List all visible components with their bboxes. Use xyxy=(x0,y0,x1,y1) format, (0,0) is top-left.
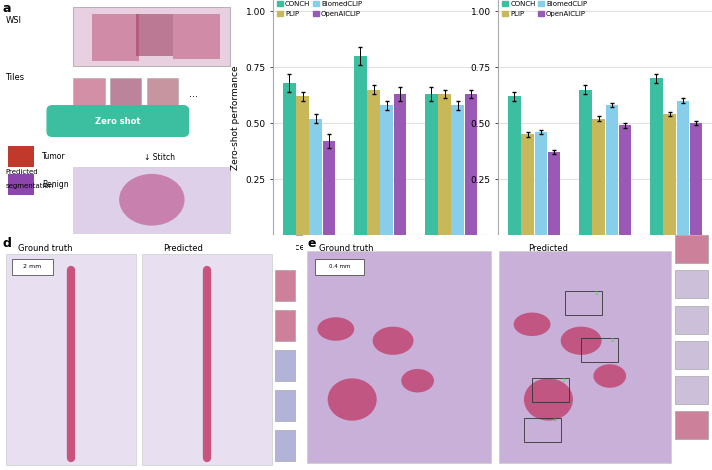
Ellipse shape xyxy=(119,174,184,226)
Ellipse shape xyxy=(513,313,550,336)
Text: e: e xyxy=(307,237,315,251)
Text: Zero shot: Zero shot xyxy=(95,117,140,125)
Text: 0.4 mm: 0.4 mm xyxy=(329,264,351,269)
Bar xyxy=(425,94,438,235)
Bar xyxy=(664,114,676,235)
Text: Predicted: Predicted xyxy=(528,244,568,253)
Text: ...: ... xyxy=(189,89,197,99)
Bar xyxy=(380,105,393,235)
Bar xyxy=(675,411,708,439)
Bar xyxy=(592,118,605,235)
Bar xyxy=(92,14,139,61)
Bar xyxy=(676,101,689,235)
Bar xyxy=(136,14,173,56)
Bar xyxy=(675,235,708,263)
Text: Benign: Benign xyxy=(42,180,68,189)
Bar xyxy=(8,174,34,195)
Ellipse shape xyxy=(372,327,414,355)
Bar xyxy=(73,7,231,66)
Bar xyxy=(675,341,708,369)
Bar xyxy=(283,83,295,235)
Bar xyxy=(439,94,451,235)
Bar xyxy=(581,338,618,362)
Bar xyxy=(8,146,34,167)
Bar xyxy=(394,94,407,235)
Bar xyxy=(675,306,708,334)
Bar xyxy=(675,376,708,404)
Text: Tiles: Tiles xyxy=(5,73,24,82)
Ellipse shape xyxy=(328,378,377,421)
Bar xyxy=(535,132,547,235)
Text: Predicted: Predicted xyxy=(163,244,203,253)
Text: 4: 4 xyxy=(553,418,557,423)
Bar xyxy=(276,350,295,381)
Legend: CONCH, PLIP, BiomedCLIP, OpenAICLIP: CONCH, PLIP, BiomedCLIP, OpenAICLIP xyxy=(277,1,362,16)
Ellipse shape xyxy=(593,364,626,388)
Bar xyxy=(532,378,569,402)
Bar xyxy=(579,89,592,235)
Bar xyxy=(296,96,309,235)
Bar xyxy=(605,105,618,235)
Bar xyxy=(524,418,561,442)
FancyBboxPatch shape xyxy=(47,106,189,136)
Text: Predicted: Predicted xyxy=(5,169,38,175)
Ellipse shape xyxy=(561,327,602,355)
Text: d: d xyxy=(3,237,12,251)
Bar xyxy=(6,254,136,465)
Bar xyxy=(548,152,560,235)
Bar xyxy=(465,94,477,235)
Bar xyxy=(565,291,602,315)
Text: 1: 1 xyxy=(594,291,597,297)
Bar xyxy=(73,78,105,106)
Legend: CONCH, PLIP, BiomedCLIP, OpenAICLIP: CONCH, PLIP, BiomedCLIP, OpenAICLIP xyxy=(502,1,587,16)
Bar xyxy=(650,78,663,235)
Bar xyxy=(508,96,520,235)
Bar xyxy=(73,167,231,233)
Bar xyxy=(521,134,534,235)
Text: Tumor: Tumor xyxy=(42,152,66,161)
Bar xyxy=(147,78,178,106)
Ellipse shape xyxy=(318,317,355,341)
Bar xyxy=(499,251,671,463)
Bar xyxy=(354,56,367,235)
Text: 2: 2 xyxy=(610,338,614,344)
Text: WSI: WSI xyxy=(5,16,21,25)
Bar xyxy=(276,270,295,301)
Bar xyxy=(310,118,322,235)
Text: Ground truth: Ground truth xyxy=(320,244,374,253)
Bar xyxy=(173,14,220,59)
Text: 2 mm: 2 mm xyxy=(23,264,42,269)
Bar xyxy=(142,254,273,465)
Text: a: a xyxy=(3,2,11,16)
Bar xyxy=(690,123,702,235)
Text: ↓ Stitch: ↓ Stitch xyxy=(144,153,175,162)
Bar xyxy=(110,78,142,106)
Text: Ground truth: Ground truth xyxy=(18,244,72,253)
Bar xyxy=(276,390,295,421)
Bar xyxy=(367,89,379,235)
Bar xyxy=(619,125,632,235)
Ellipse shape xyxy=(402,369,434,392)
Ellipse shape xyxy=(524,378,573,421)
Bar xyxy=(276,310,295,341)
Bar xyxy=(315,258,365,275)
Bar xyxy=(307,251,491,463)
Bar xyxy=(12,258,53,275)
Text: segmentation: segmentation xyxy=(5,183,53,189)
Bar xyxy=(451,105,464,235)
Text: 3: 3 xyxy=(561,378,565,384)
Bar xyxy=(675,270,708,298)
Bar xyxy=(323,141,335,235)
Bar xyxy=(276,430,295,461)
Y-axis label: Zero-shot performance: Zero-shot performance xyxy=(231,65,240,170)
